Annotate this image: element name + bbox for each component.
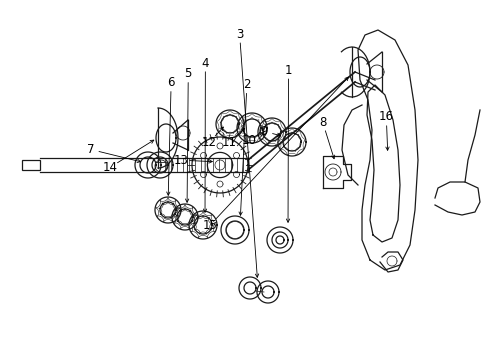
Text: 13: 13 [173, 154, 188, 167]
Text: 12: 12 [202, 136, 216, 149]
Text: 5: 5 [184, 67, 192, 80]
Text: 10: 10 [242, 134, 256, 147]
Bar [22, 160, 40, 170]
Text: 1: 1 [284, 64, 292, 77]
Text: 7: 7 [86, 143, 94, 156]
Text: 15: 15 [203, 219, 217, 231]
Text: 4: 4 [201, 57, 209, 69]
Text: 14: 14 [102, 161, 117, 174]
Text: 8: 8 [318, 116, 326, 129]
Text: 16: 16 [378, 111, 393, 123]
Text: 3: 3 [235, 28, 243, 41]
Text: 9: 9 [260, 125, 267, 138]
Text: 2: 2 [243, 78, 250, 91]
Text: 11: 11 [221, 136, 236, 149]
Text: 6: 6 [167, 76, 175, 89]
